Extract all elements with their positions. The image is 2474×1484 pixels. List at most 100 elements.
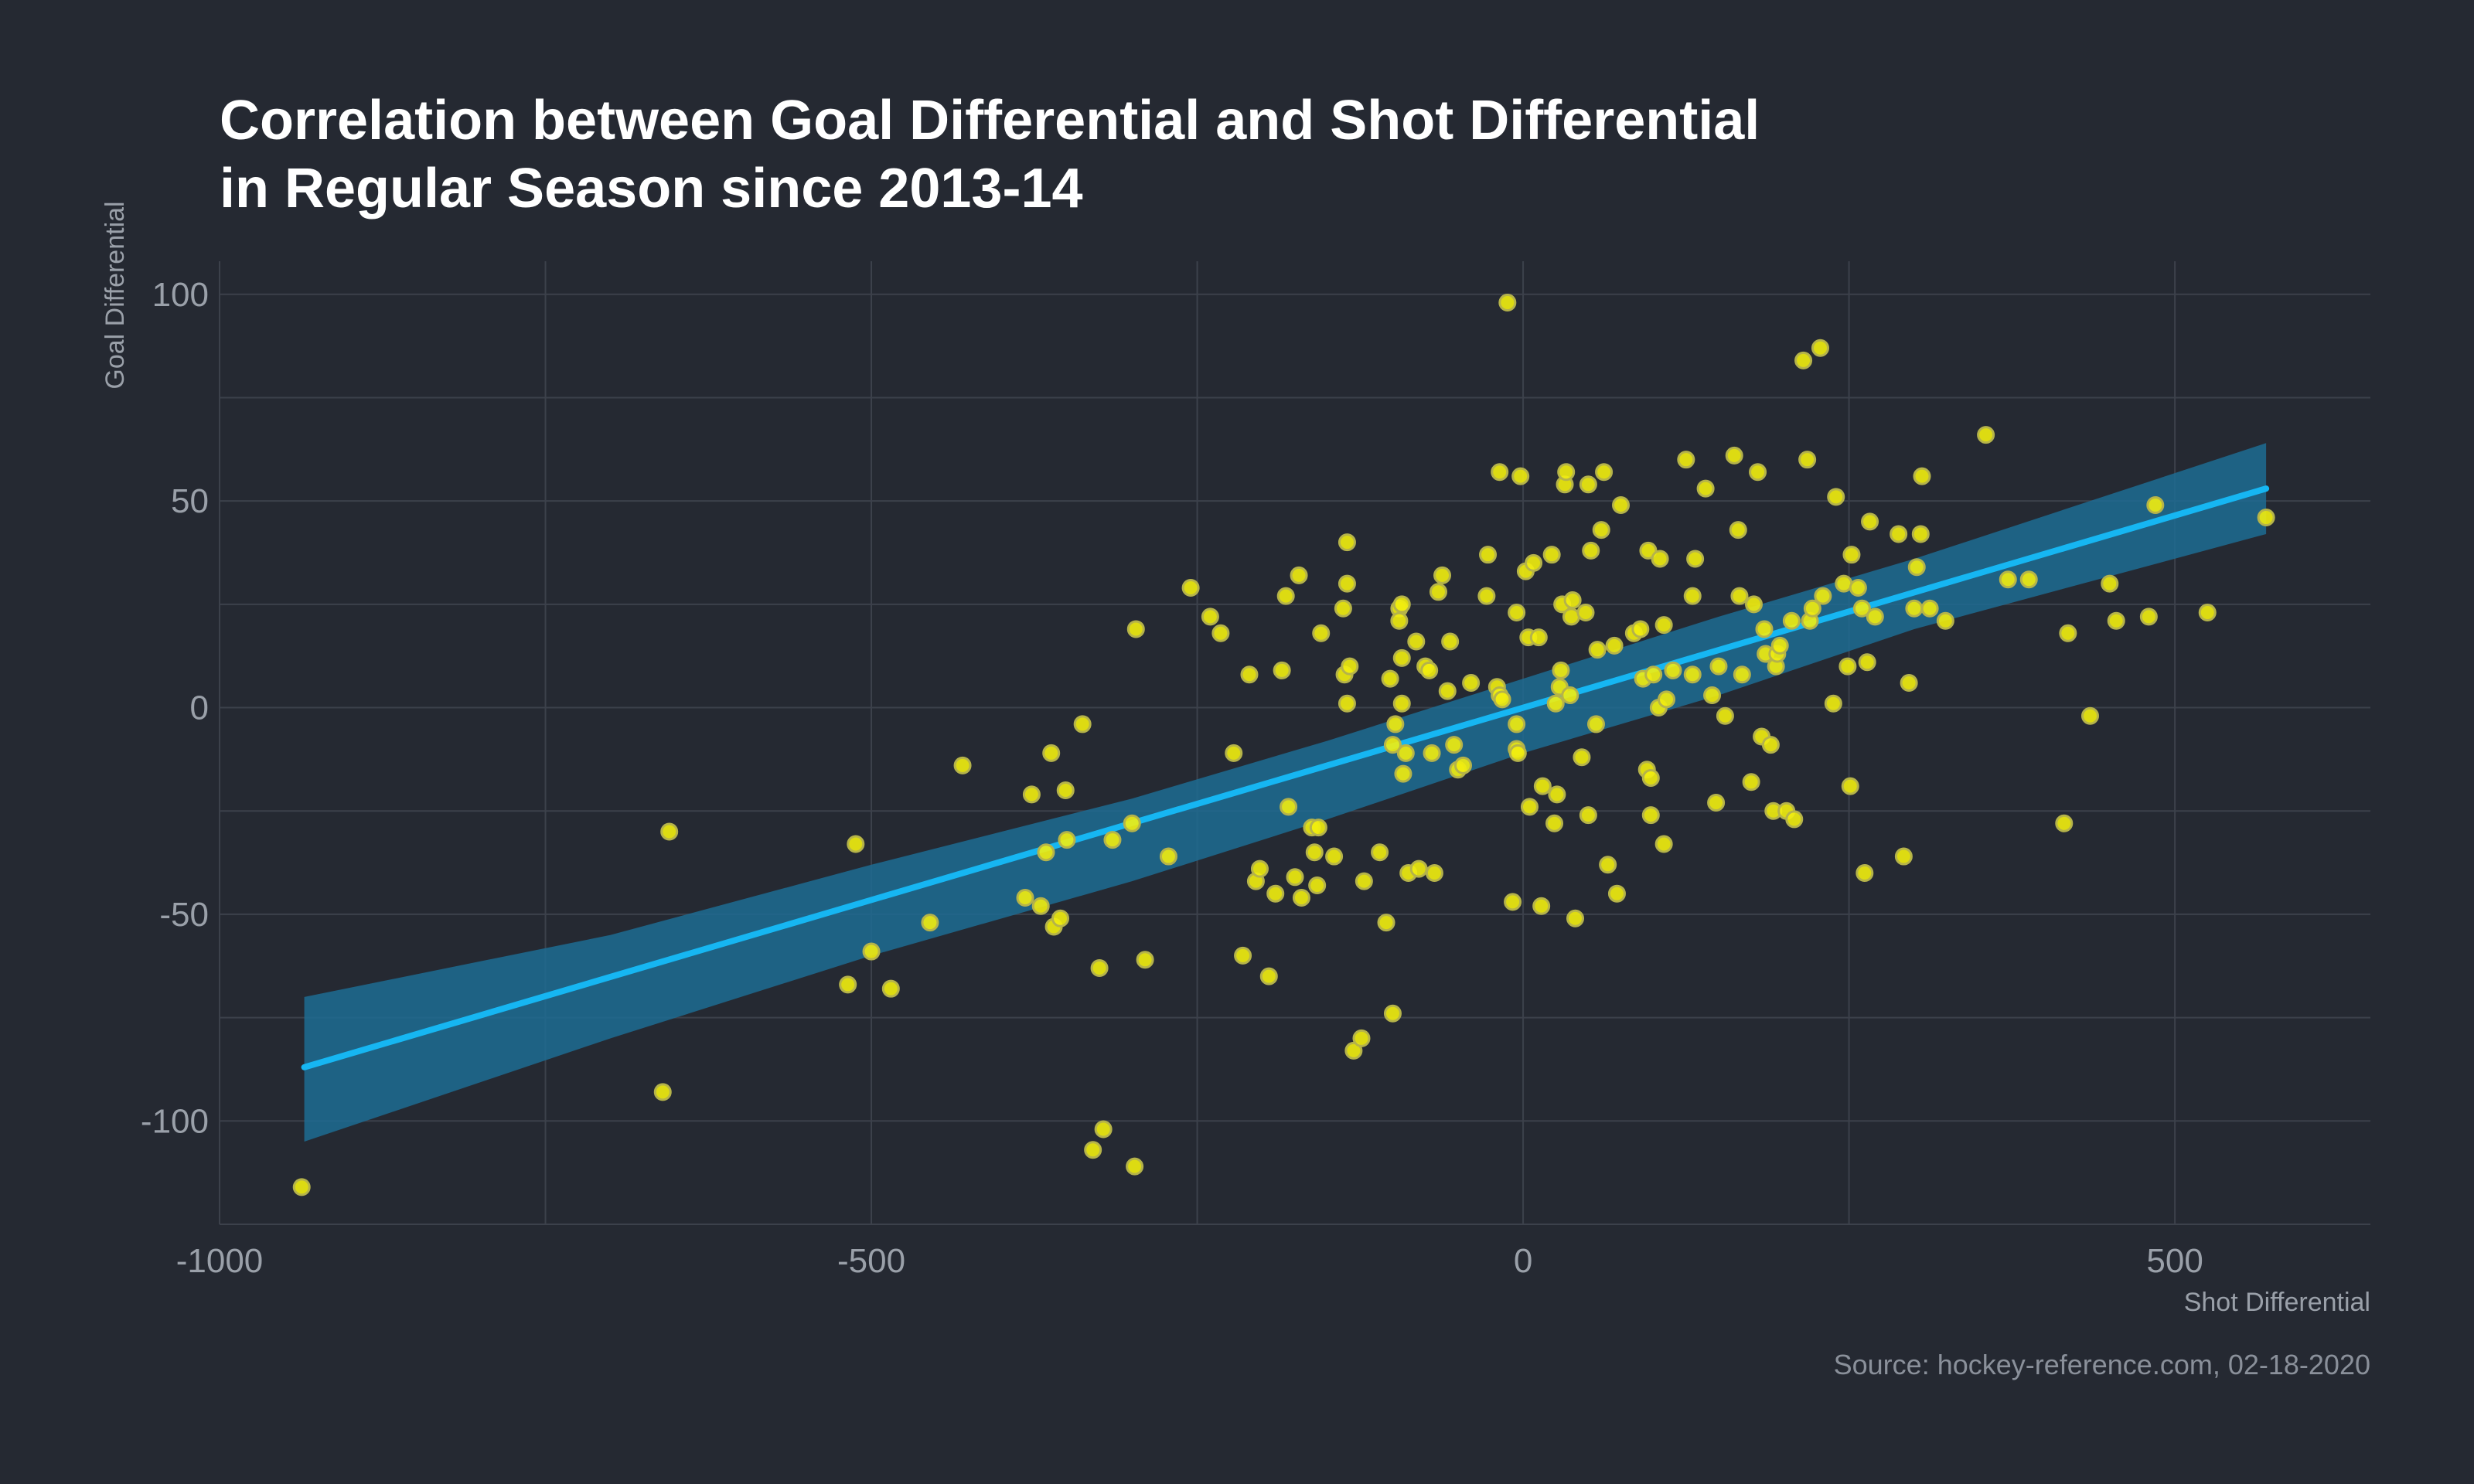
data-point [1579, 806, 1597, 825]
data-point [1407, 632, 1426, 651]
x-tick-label: 500 [2146, 1242, 2203, 1280]
data-point [1835, 574, 1853, 593]
data-point [1454, 756, 1473, 774]
data-point [1383, 736, 1402, 754]
data-point [1858, 653, 1876, 672]
data-point [1498, 293, 1517, 311]
data-point [1441, 632, 1460, 651]
data-point [1508, 744, 1527, 762]
data-point [1532, 897, 1551, 915]
data-point [1866, 608, 1884, 626]
data-point [1225, 744, 1243, 762]
data-point [1338, 694, 1356, 713]
data-point [1037, 843, 1055, 862]
data-point [1016, 889, 1034, 907]
data-point [1907, 558, 1926, 577]
data-point [2107, 611, 2125, 630]
title-line-2: in Regular Season since 2013-14 [220, 158, 1083, 220]
data-point [1588, 641, 1607, 659]
data-point [1658, 690, 1676, 709]
data-point [1755, 620, 1774, 638]
data-points [292, 293, 2275, 1196]
data-point [1686, 550, 1705, 568]
data-point [1936, 611, 1954, 630]
data-point [1548, 785, 1566, 804]
data-point [881, 979, 900, 998]
data-point [1181, 578, 1200, 597]
data-point [2059, 624, 2077, 642]
data-point [1579, 475, 1597, 494]
data-point [1429, 583, 1447, 601]
data-point [1392, 648, 1411, 667]
data-point [2101, 574, 2119, 593]
data-point [1890, 525, 1908, 543]
data-point [1639, 541, 1658, 560]
data-point [1126, 1157, 1144, 1176]
data-point [1381, 669, 1399, 688]
confidence-band [304, 443, 2267, 1142]
data-point [1084, 1141, 1102, 1159]
data-point [1159, 847, 1177, 866]
data-point [1586, 715, 1605, 733]
data-point [1276, 587, 1295, 605]
data-point [1545, 814, 1564, 832]
data-point [1542, 546, 1561, 564]
data-point [1462, 673, 1481, 692]
data-point [1433, 566, 1452, 584]
data-point [1841, 777, 1859, 795]
data-point [1999, 570, 2017, 589]
title-line-1: Correlation between Goal Differential an… [220, 90, 1760, 151]
data-point [1709, 657, 1728, 676]
data-point [1683, 587, 1702, 605]
data-point [1126, 620, 1145, 638]
data-point [1477, 587, 1496, 605]
data-point [1504, 893, 1522, 911]
data-point [1425, 863, 1443, 882]
data-point [1508, 715, 1526, 733]
data-point [1651, 550, 1669, 568]
data-point [1423, 744, 1441, 762]
y-tick-label: 50 [171, 482, 209, 520]
data-point [2257, 509, 2275, 527]
data-point [1438, 682, 1457, 700]
data-point [1479, 546, 1498, 564]
data-point [1525, 553, 1543, 572]
x-tick-label: -500 [837, 1242, 905, 1280]
data-point [1325, 847, 1344, 866]
data-point [1749, 463, 1767, 482]
data-point [1703, 686, 1722, 705]
data-point [1605, 636, 1624, 655]
data-point [1341, 657, 1359, 676]
data-point [2019, 570, 2038, 589]
data-point [1824, 694, 1842, 713]
data-point [1031, 897, 1050, 915]
y-tick-label: 0 [190, 689, 209, 727]
data-point [1814, 587, 1832, 605]
chart-title: Correlation between Goal Differential an… [220, 87, 1760, 223]
data-point [1352, 1029, 1371, 1047]
data-point [1798, 451, 1817, 469]
data-point [1641, 768, 1660, 787]
data-point [1641, 806, 1660, 825]
data-point [1420, 661, 1439, 679]
data-point [1445, 736, 1464, 754]
data-point [1334, 599, 1352, 618]
data-point [1592, 521, 1610, 539]
data-point [1377, 914, 1395, 932]
data-point [1631, 620, 1650, 638]
data-point [1533, 777, 1552, 795]
data-point [1266, 884, 1285, 903]
data-point [1383, 1004, 1402, 1023]
data-point [1280, 798, 1298, 816]
data-point [1905, 599, 1924, 618]
data-point [2055, 814, 2074, 832]
data-point [1566, 909, 1585, 928]
data-point [1654, 616, 1673, 635]
data-point [1595, 463, 1614, 482]
data-point [1392, 694, 1411, 713]
data-point [1042, 744, 1061, 762]
data-point [1259, 967, 1278, 985]
data-point [1508, 604, 1526, 622]
confidence-band-layer [304, 443, 2267, 1142]
